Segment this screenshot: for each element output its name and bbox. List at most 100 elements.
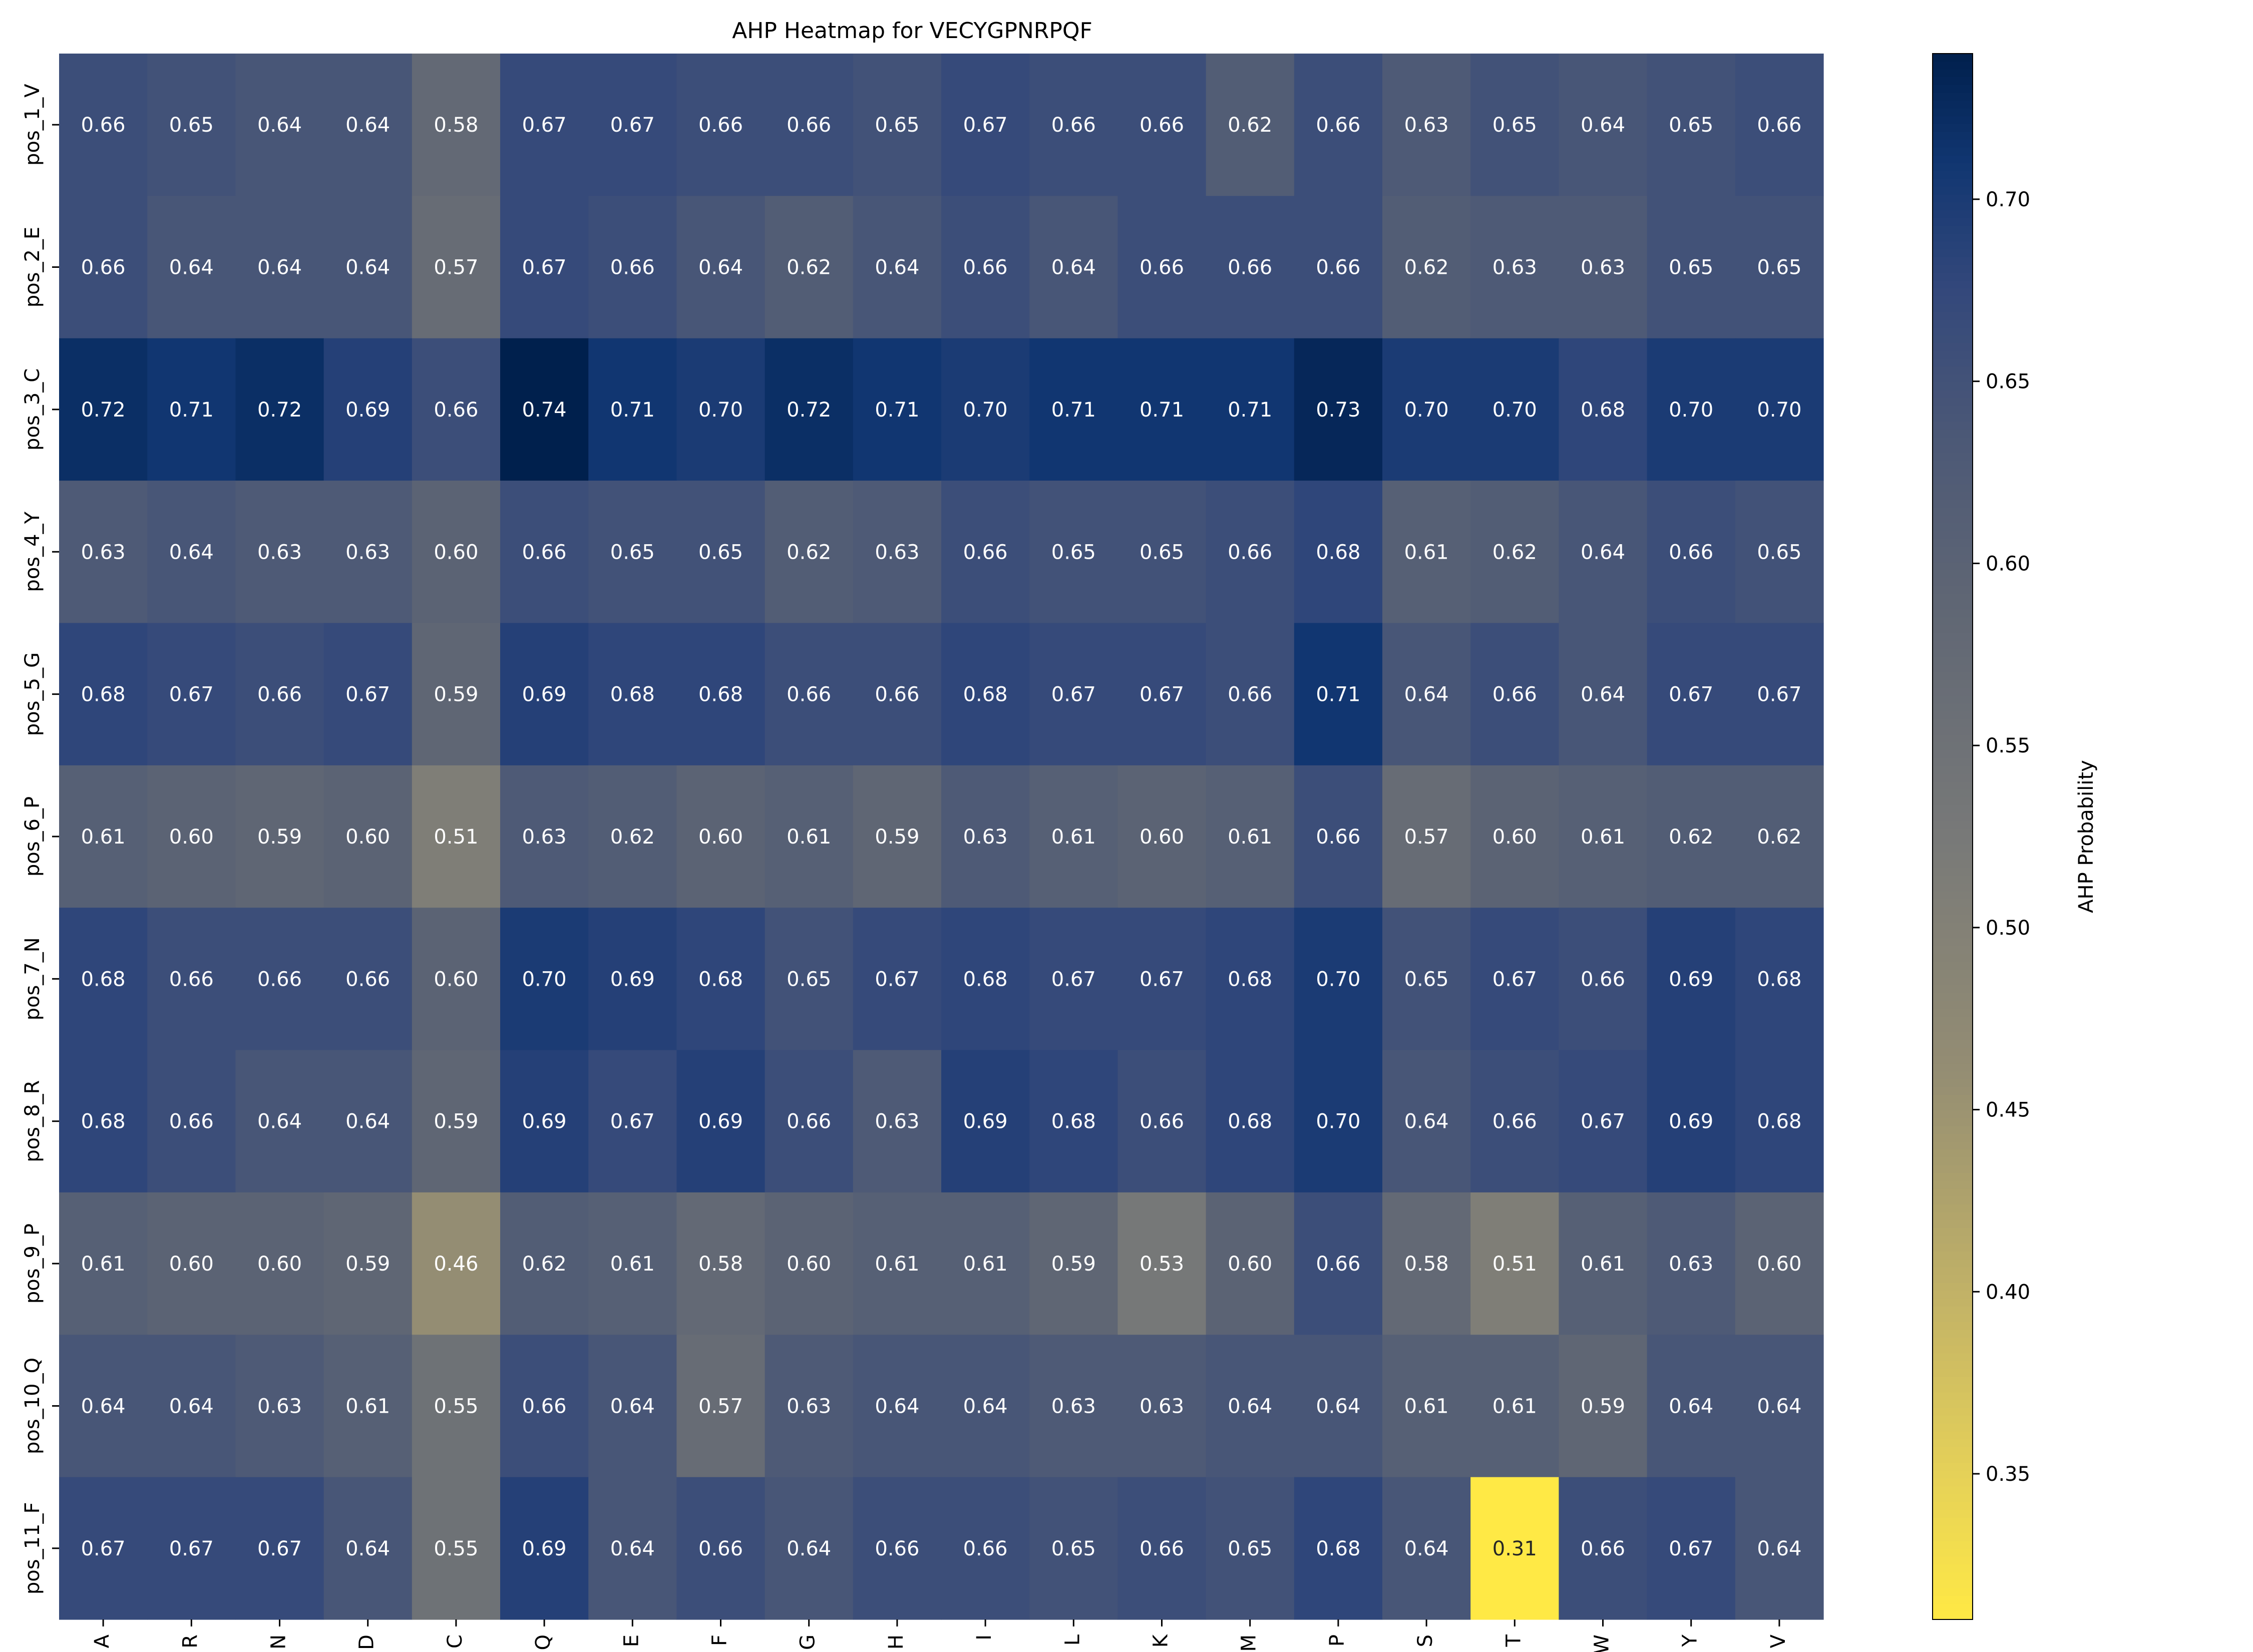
colorbar-segment [1933, 930, 1973, 939]
cell-value-label: 0.64 [1581, 114, 1625, 137]
cell-value-label: 0.72 [257, 398, 302, 422]
cell-value-label: 0.61 [81, 825, 126, 849]
colorbar-segment [1933, 711, 1973, 720]
cell-value-label: 0.64 [257, 1110, 302, 1133]
heatmap-cell [1029, 1477, 1118, 1620]
cell-value-label: 0.63 [1669, 1253, 1713, 1276]
heatmap-cell [588, 1477, 677, 1620]
heatmap-cell [1382, 1050, 1471, 1193]
heatmap-cell [1647, 338, 1736, 481]
heatmap-cell [1647, 1335, 1736, 1478]
heatmap-cell [1029, 481, 1118, 624]
colorbar-segment [1933, 468, 1973, 477]
colorbar-segment [1933, 1141, 1973, 1150]
colorbar-segment [1933, 868, 1973, 876]
heatmap-cell [1735, 1192, 1824, 1335]
cell-value-label: 0.65 [1051, 1537, 1096, 1560]
colorbar-segment [1933, 304, 1973, 312]
cell-value-label: 0.66 [963, 541, 1008, 564]
colorbar-segment [1933, 923, 1973, 931]
cell-value-label: 0.66 [787, 114, 831, 137]
colorbar-segment [1933, 218, 1973, 226]
colorbar-segment [1933, 672, 1973, 680]
colorbar-segment [1933, 1009, 1973, 1017]
heatmap-cell [1382, 481, 1471, 624]
heatmap-cell [853, 54, 942, 196]
x-tick-label: M [1238, 1634, 1261, 1652]
heatmap-cell [853, 1192, 942, 1335]
cell-value-label: 0.66 [698, 1537, 743, 1560]
cell-value-label: 0.69 [522, 1110, 567, 1133]
heatmap-cell [1470, 1050, 1559, 1193]
cell-value-label: 0.64 [1404, 683, 1449, 706]
cell-value-label: 0.69 [522, 1537, 567, 1560]
heatmap-cell [1206, 908, 1295, 1051]
heatmap-cell [1559, 1050, 1648, 1193]
heatmap-cell [1647, 196, 1736, 339]
cell-value-label: 0.66 [787, 683, 831, 706]
heatmap-cell [1647, 1477, 1736, 1620]
cell-value-label: 0.68 [81, 1110, 126, 1133]
cell-value-label: 0.66 [169, 1110, 214, 1133]
colorbar-segment [1933, 1188, 1973, 1197]
heatmap-cell [1294, 1050, 1383, 1193]
heatmap-cell [941, 1192, 1030, 1335]
colorbar-segment [1933, 414, 1973, 422]
colorbar-segment [1933, 758, 1973, 767]
heatmap-cell [1294, 765, 1383, 908]
colorbar-segment [1933, 1377, 1973, 1385]
colorbar-segment [1933, 366, 1973, 375]
cell-value-label: 0.66 [1316, 825, 1360, 849]
colorbar-segment [1933, 1283, 1973, 1291]
heatmap-cell [412, 1477, 501, 1620]
heatmap-cell [765, 481, 854, 624]
cell-value-label: 0.66 [81, 114, 126, 137]
cell-value-label: 0.65 [1228, 1537, 1272, 1560]
colorbar-segment [1933, 1486, 1973, 1495]
colorbar-segment [1933, 915, 1973, 923]
heatmap-cell [323, 1050, 413, 1193]
colorbar-segment [1933, 382, 1973, 391]
heatmap-cell [1294, 1335, 1383, 1478]
colorbar-segment [1933, 734, 1973, 743]
cell-value-label: 0.59 [875, 825, 919, 849]
x-tick-label: G [797, 1634, 820, 1650]
colorbar-segment [1933, 1071, 1973, 1080]
cell-value-label: 0.67 [522, 114, 567, 137]
heatmap-cell [412, 1335, 501, 1478]
heatmap-cell [1117, 1050, 1207, 1193]
cell-value-label: 0.67 [1140, 968, 1184, 991]
y-tick-label: pos_7_N [21, 937, 44, 1020]
cell-value-label: 0.66 [1140, 1110, 1184, 1133]
heatmap-cell [1735, 908, 1824, 1051]
colorbar-segment [1933, 1564, 1973, 1573]
heatmap-cell [1647, 765, 1736, 908]
cell-value-label: 0.64 [1316, 1395, 1360, 1418]
colorbar-segment [1933, 523, 1973, 532]
colorbar-segment [1933, 1095, 1973, 1103]
heatmap-cell [1735, 765, 1824, 908]
heatmap-cell [412, 623, 501, 766]
colorbar-segment [1933, 586, 1973, 594]
colorbar-segment [1933, 422, 1973, 430]
heatmap-cell [500, 338, 589, 481]
heatmap-cell [1647, 908, 1736, 1051]
colorbar-segment [1933, 312, 1973, 320]
heatmap-cell [500, 1192, 589, 1335]
colorbar-label: AHP Probability [2075, 760, 2098, 913]
cell-value-label: 0.63 [963, 825, 1008, 849]
colorbar-segment [1933, 1455, 1973, 1463]
cell-value-label: 0.64 [1669, 1395, 1713, 1418]
heatmap-cell [1559, 623, 1648, 766]
colorbar-segment [1933, 390, 1973, 398]
colorbar-segment [1933, 445, 1973, 454]
colorbar-segment [1933, 962, 1973, 970]
cell-value-label: 0.63 [257, 1395, 302, 1418]
cell-value-label: 0.64 [81, 1395, 126, 1418]
heatmap-cell [1117, 338, 1207, 481]
heatmap-cell [1206, 623, 1295, 766]
heatmap-cell [1382, 54, 1471, 196]
colorbar-segment [1933, 163, 1973, 172]
heatmap-cell [941, 765, 1030, 908]
cell-value-label: 0.58 [434, 114, 478, 137]
